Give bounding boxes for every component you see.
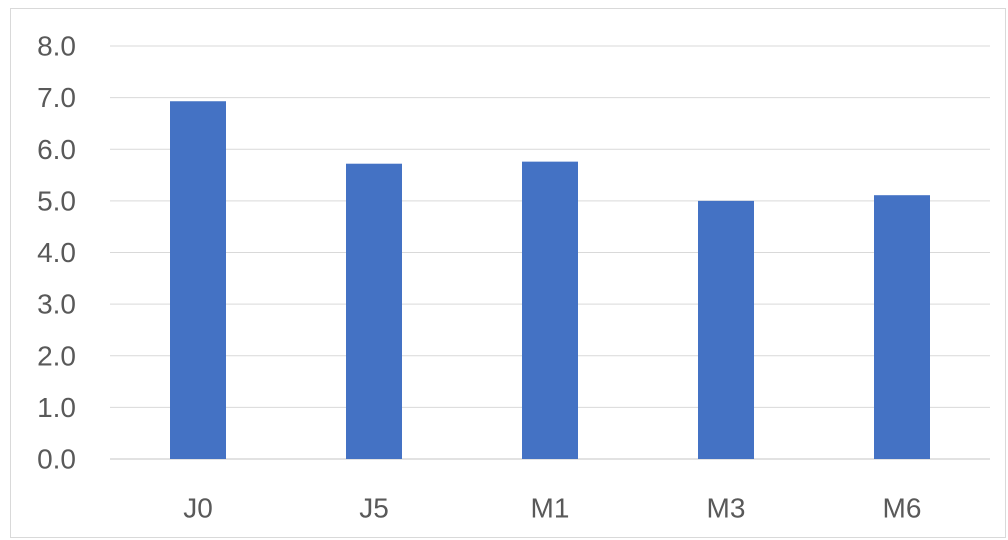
y-tick-label: 8.0 bbox=[37, 31, 76, 62]
x-tick-label-j0: J0 bbox=[183, 493, 213, 524]
y-tick-label: 7.0 bbox=[37, 82, 76, 113]
y-tick-label: 3.0 bbox=[37, 289, 76, 320]
bar-m3 bbox=[698, 200, 754, 459]
y-tick-label: 2.0 bbox=[37, 340, 76, 371]
bar-m6 bbox=[874, 195, 930, 460]
y-tick-label: 0.0 bbox=[37, 444, 76, 475]
bar-j5 bbox=[346, 163, 402, 459]
x-tick-label-m6: M6 bbox=[883, 493, 922, 524]
y-tick-label: 5.0 bbox=[37, 185, 76, 216]
y-tick-label: 1.0 bbox=[37, 392, 76, 423]
x-axis-tick-labels: J0 J5 M1 M3 M6 bbox=[183, 493, 921, 524]
y-tick-label: 6.0 bbox=[37, 134, 76, 165]
y-axis-tick-labels: 0.0 1.0 2.0 3.0 4.0 5.0 6.0 7.0 8.0 bbox=[37, 31, 76, 475]
bars bbox=[170, 101, 930, 460]
x-tick-label-j5: J5 bbox=[359, 493, 389, 524]
y-tick-label: 4.0 bbox=[37, 237, 76, 268]
bar-m1 bbox=[522, 161, 578, 459]
x-tick-label-m3: M3 bbox=[707, 493, 746, 524]
bar-j0 bbox=[170, 101, 226, 460]
x-tick-label-m1: M1 bbox=[531, 493, 570, 524]
